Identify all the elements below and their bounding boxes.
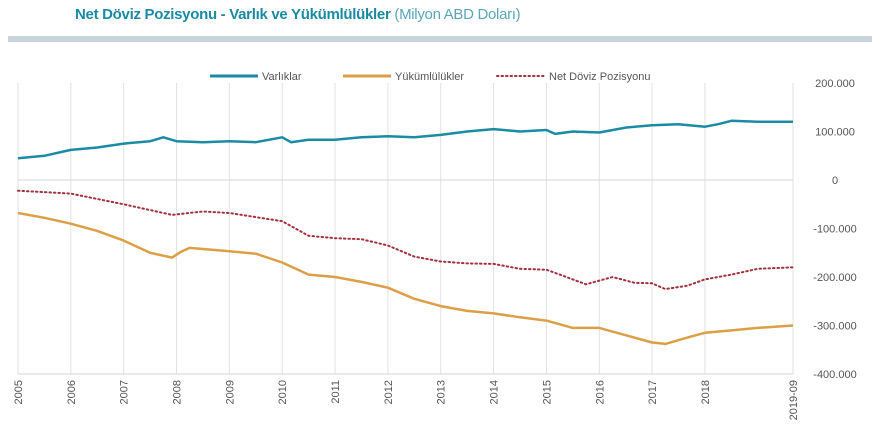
series-line-2 bbox=[17, 189, 794, 291]
x-tick-label: 2018 bbox=[700, 380, 712, 404]
x-tick-label: 2011 bbox=[330, 380, 342, 404]
subtitle-text: (Milyon ABD Doları) bbox=[394, 6, 521, 23]
x-tick-label: 2006 bbox=[66, 380, 78, 404]
series-line-1 bbox=[17, 211, 794, 346]
title-text: Net Döviz Pozisyonu - Varlık ve Yükümlül… bbox=[75, 6, 391, 23]
title-divider bbox=[8, 36, 872, 42]
x-tick-label: 2015 bbox=[541, 380, 553, 404]
y-tick-label: 200.000 bbox=[815, 78, 855, 90]
y-tick-label: -400.000 bbox=[813, 369, 856, 381]
x-tick-label: 2013 bbox=[436, 380, 448, 404]
series-line-0 bbox=[17, 119, 793, 160]
x-tick-label: 2008 bbox=[172, 380, 184, 404]
x-tick-label: 2005 bbox=[13, 380, 25, 404]
legend-label: Net Döviz Pozisyonu bbox=[549, 71, 651, 83]
chart-title: Net Döviz Pozisyonu - Varlık ve Yükümlül… bbox=[75, 6, 521, 23]
legend-label: Yükümlülükler bbox=[395, 71, 464, 83]
y-tick-label: 100.000 bbox=[815, 127, 855, 139]
x-tick-label: 2009 bbox=[224, 380, 236, 404]
x-tick-label: 2019-09 bbox=[788, 380, 800, 420]
x-tick-label: 2007 bbox=[119, 380, 131, 404]
y-tick-label: -300.000 bbox=[813, 321, 856, 333]
x-tick-label: 2012 bbox=[383, 380, 395, 404]
x-tick-label: 2017 bbox=[647, 380, 659, 404]
legend-label: Varlıklar bbox=[262, 71, 302, 83]
x-tick-label: 2016 bbox=[594, 380, 606, 404]
y-tick-label: 0 bbox=[832, 175, 838, 187]
x-tick-label: 2014 bbox=[489, 380, 501, 404]
y-tick-label: -200.000 bbox=[813, 272, 856, 284]
y-tick-label: -100.000 bbox=[813, 224, 856, 236]
x-tick-label: 2010 bbox=[277, 380, 289, 404]
